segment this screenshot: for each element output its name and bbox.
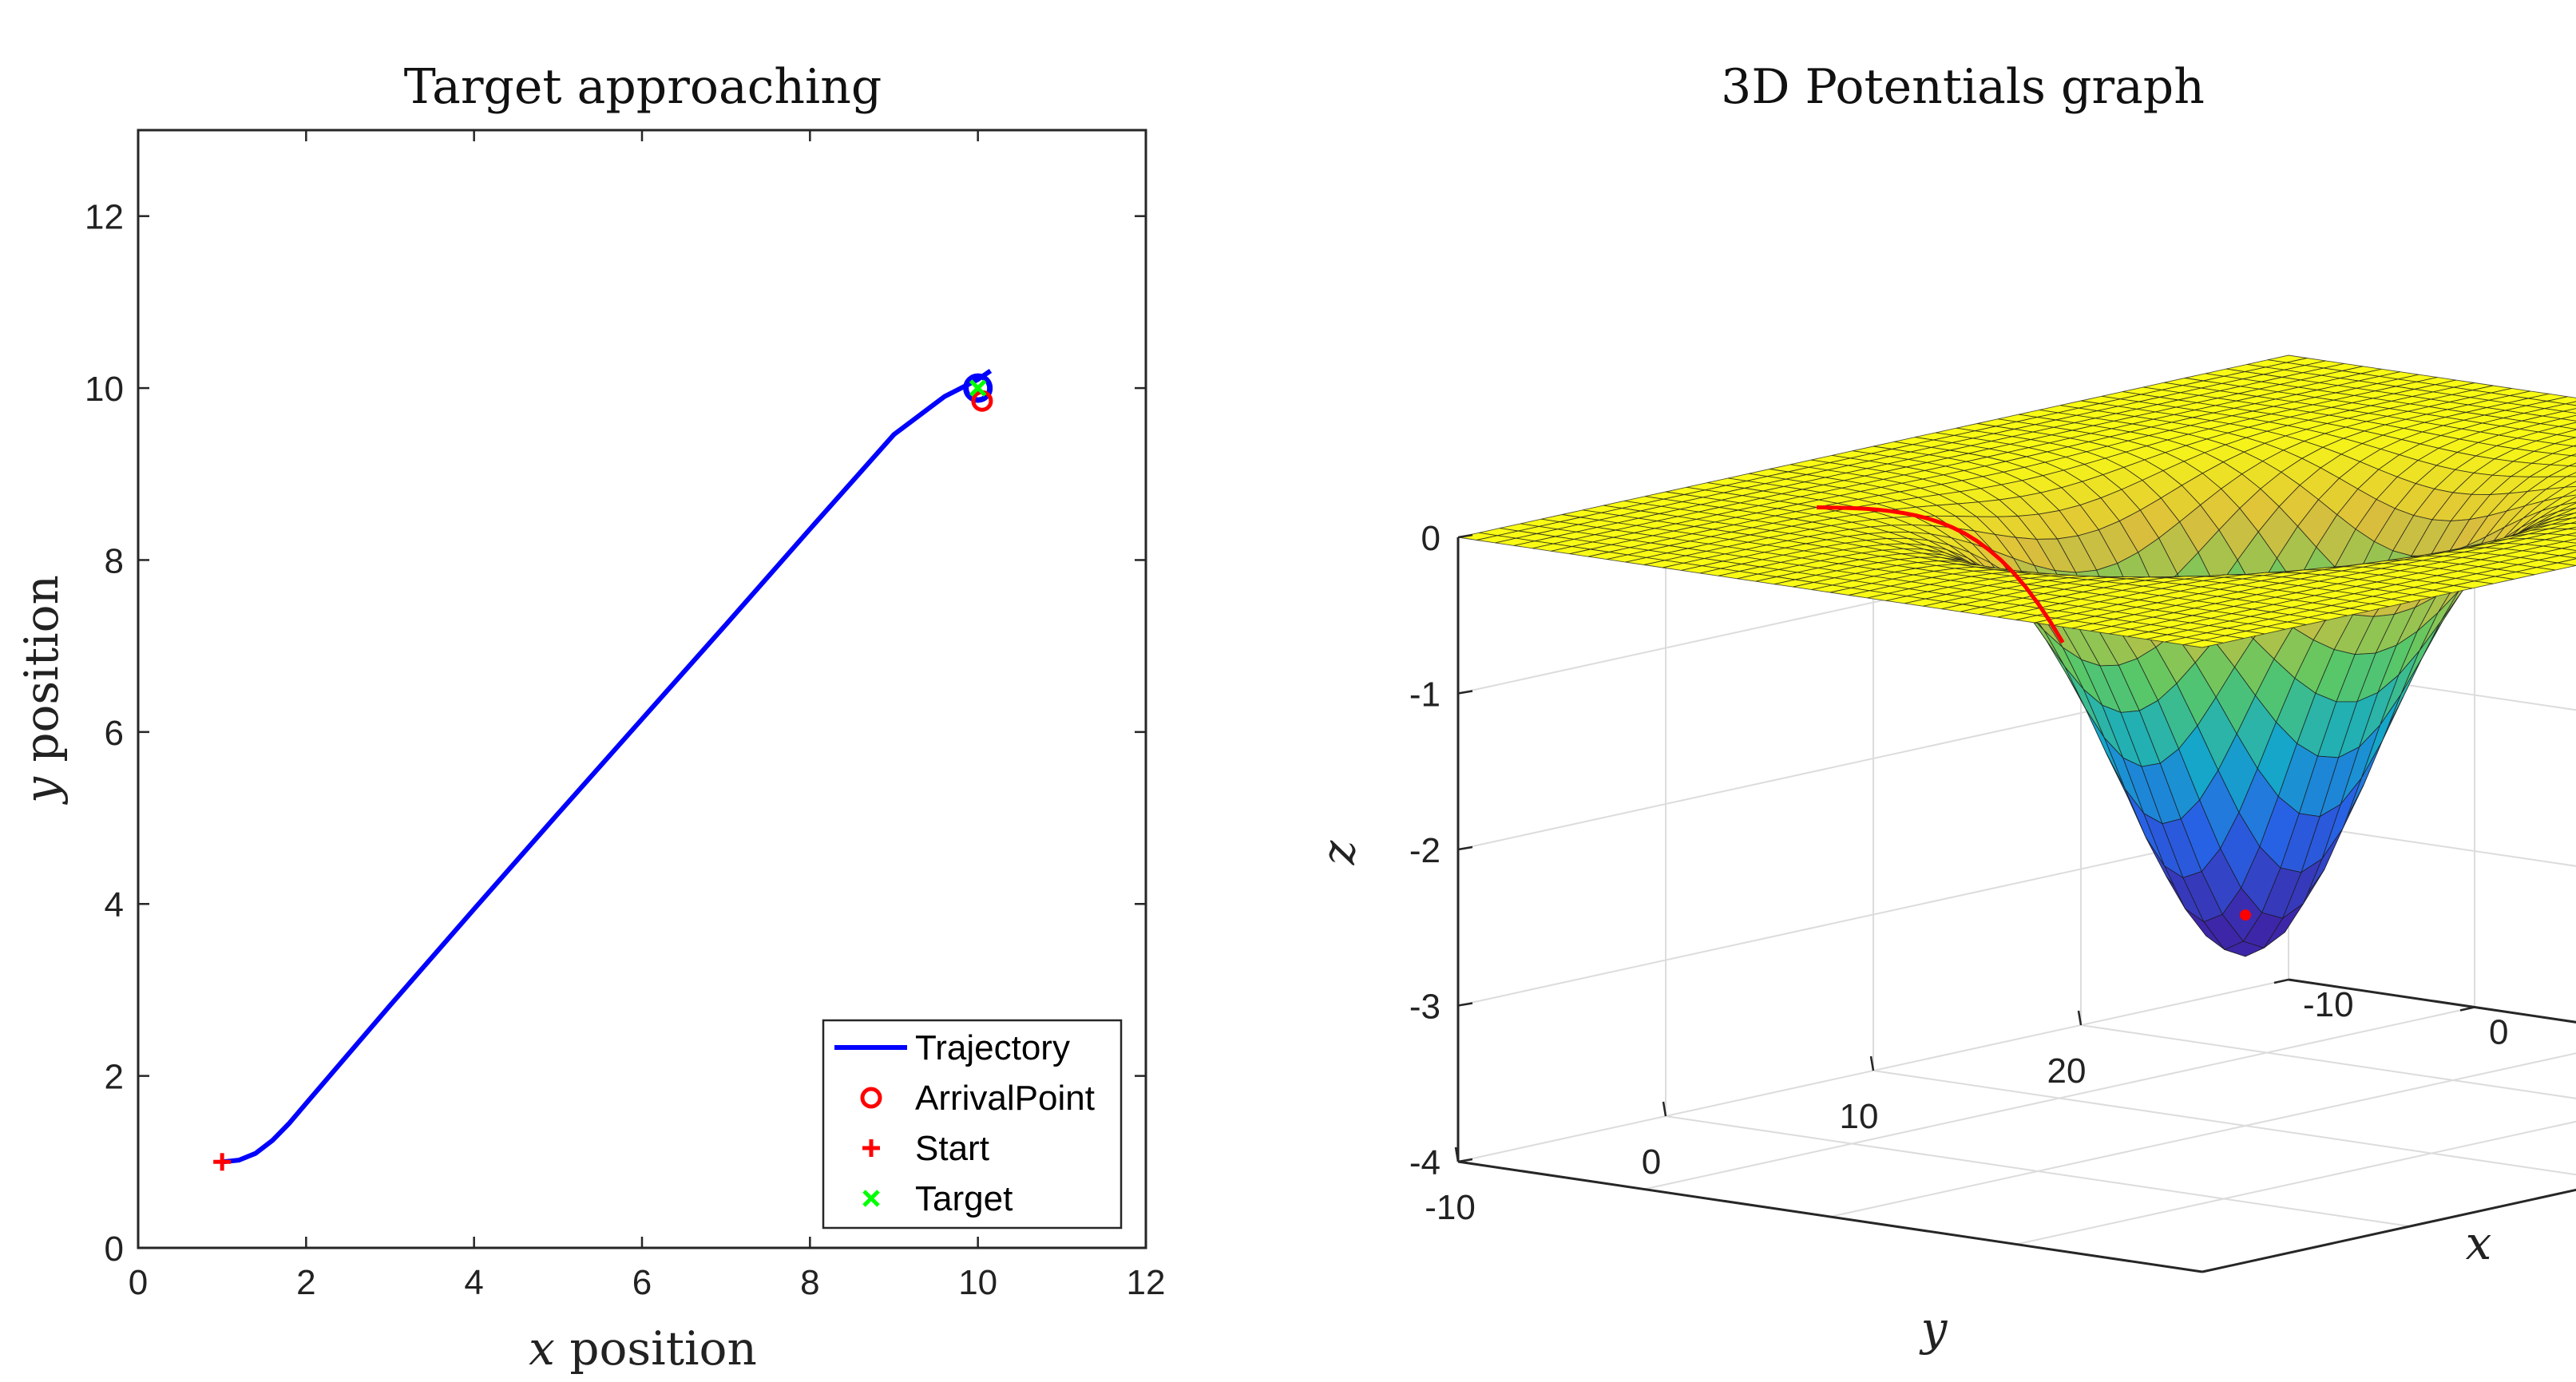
- left-xlabel-text: position: [555, 1321, 757, 1376]
- y-tick-label-3d: -10: [1425, 1188, 1476, 1227]
- left-yticks: 0 2 4 6 8 10 12: [85, 198, 1146, 1269]
- x-tick-label: 12: [1127, 1263, 1166, 1302]
- wall-grid-line: [2288, 822, 2576, 867]
- floor-grid-line: [1665, 1115, 2411, 1227]
- x-tick-mark-3d: [2273, 978, 2289, 984]
- left-xticks: 0 2 4 6 8 10 12: [129, 130, 1166, 1302]
- trajectory-line: [221, 369, 993, 1165]
- z-ticks: 0 -1 -2 -3 -4: [1409, 519, 1473, 1182]
- z-tick-label: 0: [1421, 519, 1441, 558]
- trajectory-end-circle-marker: [963, 373, 993, 403]
- y-tick-label-3d: 0: [1642, 1142, 1661, 1182]
- surface-patch: [2563, 538, 2576, 544]
- legend-trajectory-label: Trajectory: [915, 1028, 1070, 1067]
- surface-patch: [2569, 462, 2576, 467]
- x-tick-label: 4: [464, 1263, 483, 1302]
- legend-target-label: Target: [915, 1179, 1013, 1218]
- y-tick-mark-3d: [1662, 1101, 1667, 1117]
- x-axis-edge: [2288, 978, 2576, 1024]
- x-axis-label-3d: x: [2466, 1216, 2492, 1270]
- surface-patch: [2565, 401, 2576, 406]
- legend-start-label: Start: [915, 1129, 989, 1168]
- y-tick-label: 12: [85, 198, 124, 237]
- surface-approach-path: [1817, 505, 2065, 644]
- z-tick-label: -4: [1409, 1143, 1441, 1182]
- legend-box: [822, 1019, 1123, 1230]
- y-tick-mark-3d: [2077, 1010, 2083, 1026]
- x-ticks-3d: -100102030: [2273, 978, 2508, 1052]
- z-tick-label: -2: [1409, 831, 1441, 870]
- surface-patch: [2566, 472, 2576, 477]
- y-tick-label-3d: 10: [1840, 1097, 1879, 1136]
- z-tick-label: -1: [1409, 675, 1441, 715]
- x-tick-label-3d: 0: [2489, 1013, 2508, 1052]
- y-tick-label: 8: [105, 541, 124, 580]
- target-marker: [969, 379, 987, 397]
- z-tick-mark: [1457, 1158, 1473, 1163]
- y-axis-label-3d: y: [1919, 1301, 1948, 1356]
- z-tick-label: -3: [1409, 988, 1441, 1027]
- x-tick-label-3d: -10: [2303, 985, 2354, 1024]
- surface-patch: [2183, 640, 2224, 648]
- left-xlabel-var: x: [529, 1321, 555, 1376]
- x-tick-label: 10: [958, 1263, 997, 1302]
- legend: Trajectory ArrivalPoint Start Target: [822, 1019, 1123, 1230]
- z-tick-mark: [1457, 533, 1473, 539]
- y-tick-label: 6: [105, 714, 124, 753]
- surface-patch: [2564, 481, 2576, 488]
- y-tick-label: 0: [105, 1230, 124, 1269]
- y-tick-mark-3d: [1869, 1055, 1875, 1071]
- x-tick-label: 0: [129, 1263, 148, 1302]
- start-marker: [213, 1153, 232, 1171]
- right-chart-title: 3D Potentials graph: [1721, 59, 2205, 115]
- y-tick-label: 2: [105, 1058, 124, 1097]
- left-chart: Target approaching 0 2 4 6 8 10 12 0 2 4 6 8 10 12 x…: [14, 59, 1165, 1376]
- y-axis-line-3d: [1457, 1160, 2203, 1273]
- y-tick-mark-3d: [1454, 1146, 1460, 1162]
- x-tick-label: 8: [800, 1263, 819, 1302]
- y-tick-label: 10: [85, 370, 124, 409]
- legend-arrival-label: ArrivalPoint: [915, 1079, 1095, 1118]
- left-ylabel-text: position: [14, 575, 69, 777]
- left-ylabel-var: y: [14, 776, 69, 806]
- legend-target-swatch: [862, 1190, 880, 1207]
- floor-grid-line: [2080, 1024, 2576, 1099]
- left-xlabel: x position: [529, 1321, 757, 1376]
- z-tick-mark: [1457, 690, 1473, 695]
- legend-start-swatch: [862, 1139, 880, 1157]
- left-ylabel: y position: [14, 575, 69, 806]
- z-tick-mark: [1457, 845, 1473, 851]
- y-tick-label: 4: [105, 885, 124, 925]
- surface-minimum-marker: [2240, 909, 2251, 921]
- y-ticks-3d: -10 0 10 20: [1425, 1010, 2087, 1227]
- floor-grid-line: [1873, 1070, 2576, 1176]
- z-axis-label: z: [1311, 840, 1365, 865]
- z-tick-mark: [1457, 1002, 1473, 1007]
- legend-arrival-swatch: [860, 1087, 882, 1109]
- x-axis-line-3d: [2201, 1188, 2576, 1273]
- y-tick-label-3d: 20: [2047, 1051, 2087, 1091]
- wall-grid-line: [2288, 667, 2576, 711]
- floor-grid-line: [1829, 1052, 2576, 1218]
- wall-grid-line: [1457, 822, 2289, 1007]
- x-tick-label: 6: [632, 1263, 652, 1302]
- x-tick-mark-3d: [2459, 1006, 2475, 1012]
- left-chart-title: Target approaching: [404, 59, 882, 115]
- right-chart: 3D Potentials graph 0 -1 -2 -3 -4 -10 0 10 20 -…: [1311, 59, 2576, 1356]
- x-tick-label: 2: [296, 1263, 315, 1302]
